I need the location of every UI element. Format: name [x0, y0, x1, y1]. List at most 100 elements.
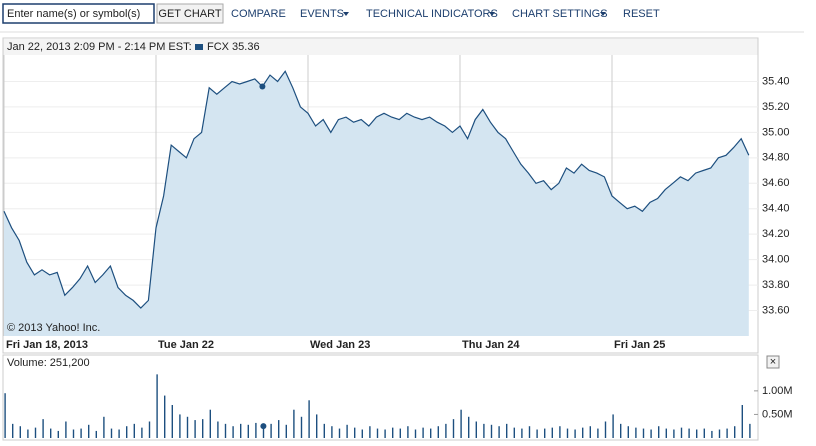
volume-bar: [202, 419, 204, 438]
y-tick-label: 0.50M: [762, 408, 793, 420]
compare-button[interactable]: COMPARE: [231, 8, 286, 20]
volume-bar: [734, 426, 736, 438]
volume-bar: [232, 426, 234, 438]
volume-bar: [148, 421, 151, 438]
volume-bar: [186, 416, 189, 438]
volume-bar: [399, 428, 401, 438]
volume-bar: [346, 424, 348, 438]
volume-bar: [711, 430, 713, 438]
volume-bar: [293, 409, 295, 438]
technical-indicators-button[interactable]: TECHNICAL INDICATORS: [366, 8, 498, 20]
chart-settings-button[interactable]: CHART SETTINGS: [512, 8, 608, 20]
y-tick-label: 33.60: [762, 304, 790, 316]
volume-bar: [369, 426, 371, 438]
volume-bar: [483, 423, 485, 438]
y-tick-label: 34.40: [762, 203, 790, 215]
volume-bar: [156, 374, 158, 438]
volume-bar: [673, 429, 675, 438]
get-chart-label: GET CHART: [158, 8, 221, 20]
volume-bar: [19, 426, 21, 438]
events-button[interactable]: EVENTS: [300, 8, 344, 20]
volume-bar: [110, 428, 113, 438]
volume-bar: [308, 400, 310, 438]
close-icon: ×: [770, 356, 776, 368]
volume-bar: [528, 426, 531, 438]
volume-bar: [498, 426, 500, 438]
dropdown-arrow: [600, 12, 606, 16]
price-header: [3, 39, 758, 55]
volume-bar: [749, 423, 751, 438]
volume-bar: [658, 426, 660, 438]
volume-bar: [80, 428, 82, 438]
volume-bar: [316, 414, 318, 438]
volume-bar: [331, 426, 333, 438]
dropdown-arrow: [343, 12, 349, 16]
volume-bar: [597, 428, 599, 438]
volume-bar: [582, 427, 584, 438]
legend-swatch: [195, 44, 203, 50]
volume-bar: [133, 423, 135, 438]
volume-bar: [430, 428, 432, 438]
volume-bar: [247, 424, 249, 438]
volume-bar: [255, 422, 257, 438]
x-tick-label: Thu Jan 24: [462, 339, 520, 351]
volume-bar: [179, 414, 181, 438]
reset-button[interactable]: RESET: [623, 8, 660, 20]
volume-bar: [414, 429, 417, 438]
volume-bar: [285, 424, 287, 438]
volume-bar: [422, 427, 424, 438]
dropdown-arrow: [489, 12, 495, 16]
volume-bar: [338, 428, 341, 438]
volume-bar: [361, 429, 363, 438]
hover-marker: [260, 423, 267, 430]
volume-bar: [164, 395, 166, 438]
volume-bar: [452, 419, 455, 438]
volume-bar: [407, 426, 409, 438]
y-tick-label: 34.00: [762, 254, 790, 266]
volume-bar: [544, 428, 546, 438]
volume-bar: [741, 405, 743, 438]
volume-bar: [27, 429, 29, 438]
close-volume-button[interactable]: [766, 355, 780, 369]
volume-bar: [642, 428, 645, 438]
volume-bar: [665, 428, 667, 438]
volume-bar: [384, 429, 386, 438]
volume-bar: [490, 424, 493, 438]
volume-bar: [278, 420, 280, 438]
volume-bar: [566, 428, 569, 438]
y-tick-label: 35.20: [762, 101, 790, 113]
volume-bar: [72, 429, 75, 438]
volume-bar: [34, 427, 37, 438]
volume-bar: [95, 430, 97, 438]
y-tick-label: 33.80: [762, 279, 790, 291]
symbol-input[interactable]: [2, 3, 155, 24]
volume-bar: [559, 426, 561, 438]
x-tick-label: Tue Jan 22: [158, 339, 214, 351]
volume-bar: [300, 416, 303, 438]
volume-bar: [680, 427, 683, 438]
volume-bar: [536, 429, 538, 438]
volume-bar: [589, 426, 591, 438]
x-tick-label: Wed Jan 23: [310, 339, 370, 351]
y-tick-label: 34.60: [762, 177, 790, 189]
symbol-input-placeholder: Enter name(s) or symbol(s): [7, 8, 140, 20]
volume-bar: [696, 429, 698, 438]
y-tick-label: 34.80: [762, 152, 790, 164]
volume-bar: [12, 423, 14, 438]
volume-bar: [612, 414, 614, 438]
volume-bar: [42, 419, 44, 438]
hover-time: Jan 22, 2013 2:09 PM - 2:14 PM EST:: [7, 41, 192, 53]
get-chart-button[interactable]: [156, 3, 224, 24]
volume-bar: [650, 429, 652, 438]
volume-bar: [468, 416, 470, 438]
plot-layer: 33.60 33.80 34.00 34.20 34.40 34.60 34.80 35.00…: [3, 55, 793, 438]
volume-bar: [57, 430, 59, 438]
volume-bar: [521, 428, 523, 438]
volume-bar: [392, 427, 394, 438]
price-area: [4, 71, 749, 337]
volume-bar: [50, 428, 52, 438]
volume-bar: [118, 429, 120, 438]
volume-bar: [506, 423, 508, 438]
volume-bar: [171, 405, 173, 438]
